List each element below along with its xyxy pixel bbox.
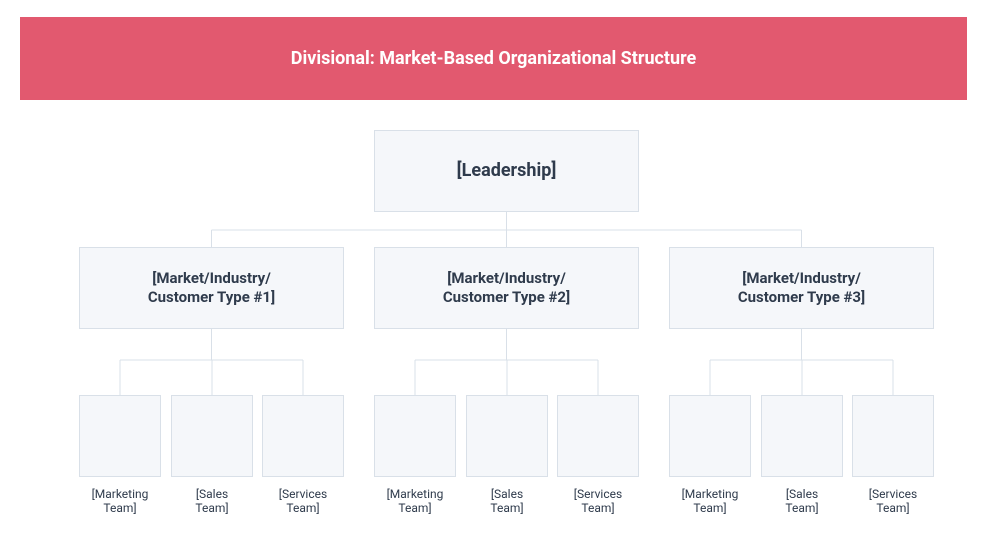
- team-box-1-2: [171, 395, 253, 477]
- team-box-3-1: [669, 395, 751, 477]
- leadership-node: [Leadership]: [374, 130, 639, 212]
- team-box-3-3: [852, 395, 934, 477]
- team-box-3-2: [761, 395, 843, 477]
- team-box-2-2: [466, 395, 548, 477]
- diagram-title-text: Divisional: Market-Based Organizational …: [291, 48, 696, 69]
- team-box-1-3: [262, 395, 344, 477]
- team-label-2-1: [Marketing Team]: [374, 487, 456, 516]
- team-box-2-3: [557, 395, 639, 477]
- team-label-3-3: [Services Team]: [852, 487, 934, 516]
- team-box-1-1: [79, 395, 161, 477]
- team-label-1-2: [Sales Team]: [171, 487, 253, 516]
- team-label-3-1: [Marketing Team]: [669, 487, 751, 516]
- market-label-3: [Market/Industry/ Customer Type #3]: [738, 269, 865, 308]
- market-node-1: [Market/Industry/ Customer Type #1]: [79, 247, 344, 329]
- market-label-1: [Market/Industry/ Customer Type #1]: [148, 269, 275, 308]
- team-label-1-3: [Services Team]: [262, 487, 344, 516]
- diagram-title-banner: Divisional: Market-Based Organizational …: [20, 17, 967, 100]
- market-node-3: [Market/Industry/ Customer Type #3]: [669, 247, 934, 329]
- market-label-2: [Market/Industry/ Customer Type #2]: [443, 269, 570, 308]
- market-node-2: [Market/Industry/ Customer Type #2]: [374, 247, 639, 329]
- team-label-1-1: [Marketing Team]: [79, 487, 161, 516]
- leadership-label: [Leadership]: [457, 159, 557, 182]
- team-label-2-3: [Services Team]: [557, 487, 639, 516]
- team-label-2-2: [Sales Team]: [466, 487, 548, 516]
- team-box-2-1: [374, 395, 456, 477]
- team-label-3-2: [Sales Team]: [761, 487, 843, 516]
